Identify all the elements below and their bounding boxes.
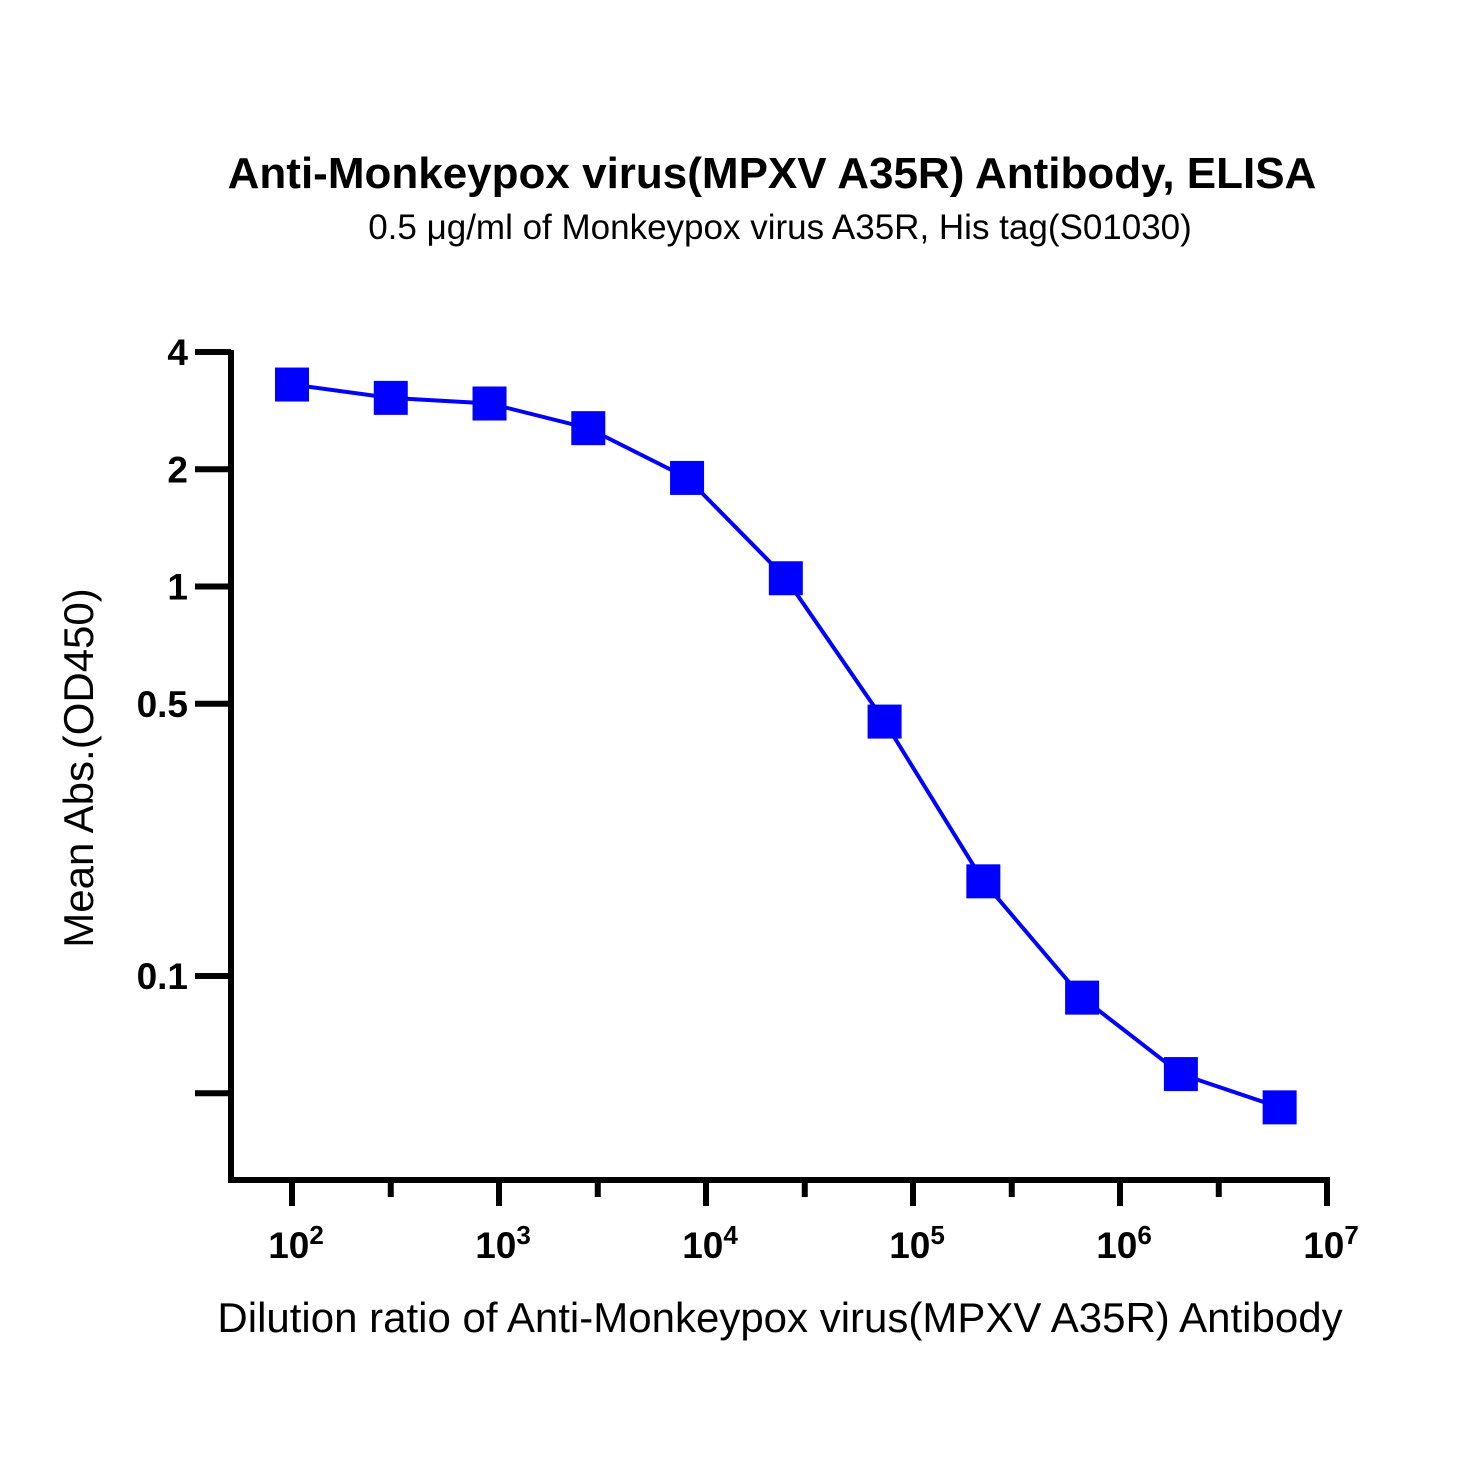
data-point-marker xyxy=(373,380,408,415)
y-axis-ticks: 4 2 1 0.5 0.1 xyxy=(137,332,231,1097)
series-markers xyxy=(275,367,1297,1125)
y-tick-label: 4 xyxy=(167,332,188,373)
x-tick-label: 107 xyxy=(1303,1220,1359,1266)
chart-title: Anti-Monkeypox virus(MPXV A35R) Antibody… xyxy=(228,149,1317,198)
chart-subtitle: 0.5 μg/ml of Monkeypox virus A35R, His t… xyxy=(368,208,1192,247)
x-tick-base: 10 xyxy=(682,1225,723,1266)
y-tick-label: 0.1 xyxy=(137,956,188,997)
x-tick-exponent: 2 xyxy=(309,1220,323,1250)
y-tick-label: 0.5 xyxy=(137,684,188,725)
x-tick-exponent: 3 xyxy=(516,1220,530,1250)
x-tick-base: 10 xyxy=(475,1225,516,1266)
data-point-marker xyxy=(275,367,309,402)
data-point-marker xyxy=(1163,1057,1198,1092)
x-tick-label: 106 xyxy=(1096,1220,1152,1266)
data-point-marker xyxy=(472,386,507,421)
data-point-marker xyxy=(1262,1090,1297,1125)
x-tick-exponent: 5 xyxy=(930,1220,944,1250)
data-point-marker xyxy=(1065,980,1100,1015)
x-tick-base: 10 xyxy=(889,1225,930,1266)
x-tick-exponent: 7 xyxy=(1344,1220,1358,1250)
y-tick-label: 2 xyxy=(167,449,188,490)
x-tick-exponent: 4 xyxy=(723,1220,738,1250)
series-line xyxy=(291,382,1281,1110)
x-axis-ticks: 102 103 104 105 106 107 xyxy=(268,1180,1359,1266)
x-tick-base: 10 xyxy=(1303,1225,1344,1266)
x-tick-base: 10 xyxy=(268,1225,309,1266)
y-axis-title: Mean Abs.(OD450) xyxy=(55,588,102,948)
x-tick-base: 10 xyxy=(1096,1225,1137,1266)
x-tick-exponent: 6 xyxy=(1137,1220,1151,1250)
x-axis-title: Dilution ratio of Anti-Monkeypox virus(M… xyxy=(217,1294,1342,1341)
data-point-marker xyxy=(670,460,705,495)
x-tick-label: 104 xyxy=(682,1220,738,1266)
data-point-marker xyxy=(966,864,1001,899)
data-point-marker xyxy=(867,704,902,739)
x-tick-label: 102 xyxy=(268,1220,324,1266)
data-point-marker xyxy=(768,561,803,596)
y-tick-label: 1 xyxy=(167,567,188,608)
data-point-marker xyxy=(571,411,606,446)
x-tick-label: 105 xyxy=(889,1220,945,1266)
x-tick-label: 103 xyxy=(475,1220,531,1266)
